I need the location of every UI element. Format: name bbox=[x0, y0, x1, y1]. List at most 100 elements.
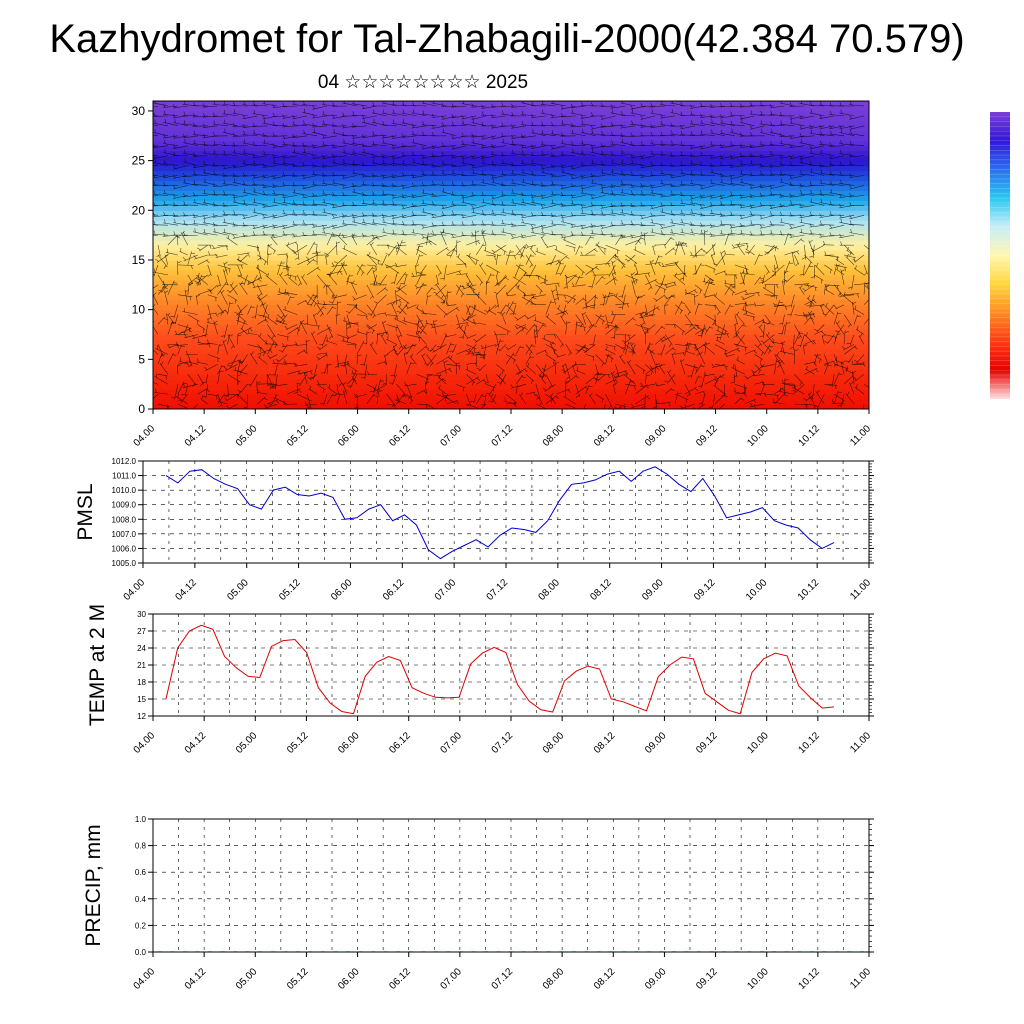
wind-barb bbox=[202, 152, 218, 156]
field-band bbox=[153, 319, 869, 326]
wind-barb bbox=[759, 195, 775, 197]
wind-barb bbox=[742, 294, 755, 301]
wind-barb-feather bbox=[714, 305, 716, 310]
wind-barb-feather bbox=[553, 333, 556, 338]
wind-barb-feather bbox=[762, 318, 765, 323]
wind-barb-feather bbox=[325, 255, 330, 258]
wind-barb bbox=[808, 240, 815, 256]
wind-barb-feather bbox=[550, 212, 554, 217]
wind-barb-feather bbox=[451, 181, 454, 186]
wind-barb-feather bbox=[481, 122, 484, 127]
wind-barb bbox=[312, 165, 328, 168]
wind-barb-feather bbox=[351, 370, 354, 375]
wind-barb bbox=[824, 360, 835, 365]
wind-barb bbox=[580, 143, 596, 146]
wind-barb bbox=[501, 313, 507, 325]
wind-barb-feather bbox=[401, 193, 405, 198]
wind-barb-feather bbox=[753, 399, 757, 403]
wind-barb bbox=[826, 334, 835, 345]
wind-barb-feather bbox=[792, 251, 796, 255]
wind-barb-feather bbox=[312, 295, 317, 297]
wind-barb-feather bbox=[849, 173, 852, 178]
wind-barb bbox=[257, 335, 268, 345]
wind-barb-feather bbox=[178, 399, 182, 402]
wind-barb-feather bbox=[375, 237, 380, 240]
wind-barb-feather bbox=[163, 173, 166, 178]
wind-barb bbox=[461, 215, 477, 219]
wind-barb-feather bbox=[551, 230, 554, 235]
wind-barb-feather bbox=[200, 382, 204, 387]
wind-barb bbox=[153, 214, 159, 216]
wind-barb bbox=[604, 349, 616, 355]
wind-barb bbox=[302, 133, 318, 137]
wind-barb-feather bbox=[607, 374, 610, 379]
wind-barb bbox=[192, 134, 208, 137]
wind-barb bbox=[863, 244, 869, 250]
wind-barb bbox=[694, 324, 705, 333]
wind-barb bbox=[789, 203, 805, 206]
wind-barb-feather bbox=[411, 272, 415, 277]
wind-barb bbox=[799, 185, 815, 188]
wind-barb bbox=[543, 364, 556, 372]
wind-barb-feather bbox=[661, 120, 663, 125]
wind-barb-feather bbox=[575, 349, 580, 352]
wind-barb-feather bbox=[334, 261, 338, 264]
wind-barb bbox=[764, 264, 770, 273]
wind-barb-feather bbox=[773, 302, 776, 307]
wind-barb-feather bbox=[610, 336, 615, 339]
wind-barb-feather bbox=[821, 331, 825, 335]
wind-barb-feather bbox=[820, 303, 824, 307]
wind-barb bbox=[640, 193, 656, 196]
wind-barb bbox=[505, 402, 516, 405]
x-tick-label: 10.00 bbox=[745, 730, 771, 756]
wind-barb-feather bbox=[853, 360, 858, 363]
wind-barb-feather bbox=[164, 189, 166, 194]
wind-barb-feather bbox=[382, 190, 385, 195]
wind-barb-feather bbox=[520, 392, 523, 397]
wind-barb-feather bbox=[840, 218, 842, 223]
wind-barb-feather bbox=[539, 372, 543, 377]
wind-barb bbox=[779, 155, 795, 159]
wind-barb bbox=[471, 211, 487, 216]
x-tick-label: 08.12 bbox=[592, 966, 618, 992]
wind-barb bbox=[345, 363, 348, 375]
wind-barb-feather bbox=[847, 246, 849, 251]
wind-barb-feather bbox=[726, 333, 729, 338]
wind-barb-feather bbox=[402, 101, 405, 106]
wind-barb-feather bbox=[183, 111, 186, 116]
wind-barb bbox=[734, 314, 738, 325]
wind-barb-feather bbox=[640, 115, 644, 120]
wind-barb bbox=[346, 314, 352, 329]
wind-barb bbox=[739, 163, 755, 166]
wind-barb-feather bbox=[780, 387, 782, 392]
wind-barb bbox=[570, 175, 586, 180]
wind-barb-feather bbox=[645, 385, 650, 389]
wind-barb bbox=[369, 343, 378, 355]
wind-barb-feather bbox=[550, 163, 554, 168]
wind-barb-feather bbox=[797, 335, 801, 340]
wind-barb-feather bbox=[839, 233, 842, 238]
wind-barb-feather bbox=[514, 255, 516, 260]
wind-barb-feather bbox=[491, 113, 494, 118]
wind-barb bbox=[550, 223, 566, 226]
wind-barb-feather bbox=[769, 184, 773, 189]
x-tick-label: 09.12 bbox=[692, 577, 718, 603]
wind-barb-feather bbox=[184, 179, 186, 184]
wind-barb bbox=[515, 326, 526, 335]
wind-barb-feather bbox=[412, 345, 417, 347]
wind-barb bbox=[590, 224, 606, 228]
wind-barb bbox=[754, 364, 762, 371]
wind-barb-feather bbox=[213, 149, 216, 154]
wind-barb-feather bbox=[652, 406, 657, 409]
wind-barb bbox=[789, 115, 805, 120]
wind-barb-feather bbox=[267, 355, 271, 359]
wind-barb-feather bbox=[218, 404, 222, 408]
wind-barb bbox=[550, 184, 566, 186]
wind-barb-feather bbox=[623, 348, 625, 354]
wind-barb-feather bbox=[680, 125, 683, 129]
wind-barb-feather bbox=[262, 183, 265, 188]
wind-barb-feather bbox=[700, 113, 703, 118]
wind-barb bbox=[323, 394, 328, 406]
wind-barb bbox=[734, 344, 748, 348]
wind-barb bbox=[769, 124, 785, 127]
